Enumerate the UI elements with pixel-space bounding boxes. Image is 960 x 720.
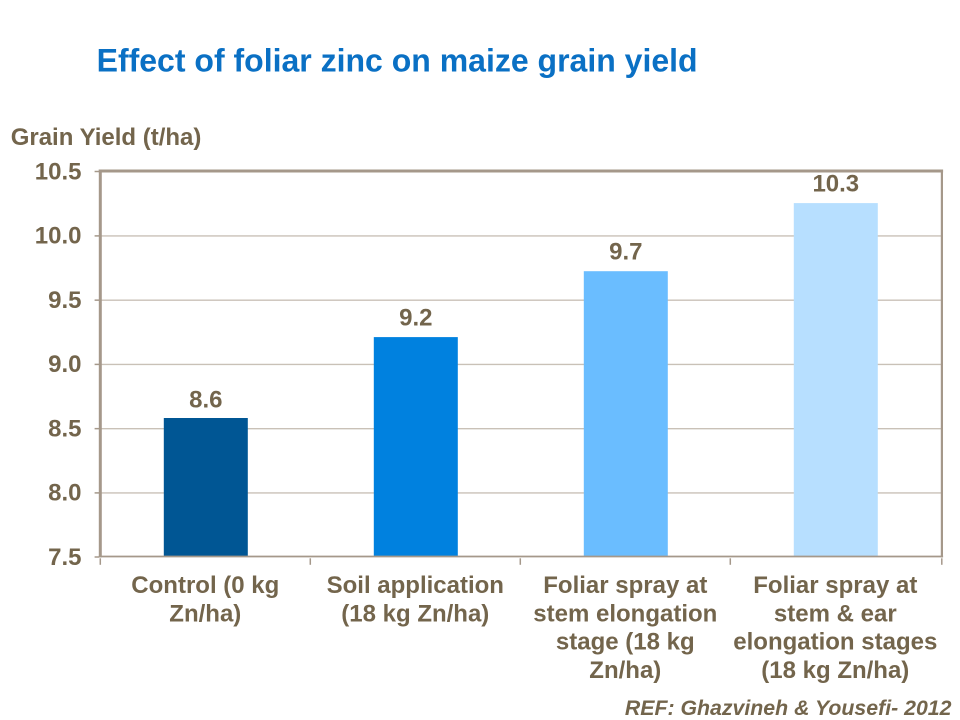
- svg-text:10.3: 10.3: [812, 171, 859, 198]
- svg-text:10.5: 10.5: [35, 158, 82, 185]
- svg-text:Effect of foliar zinc on maize: Effect of foliar zinc on maize grain yie…: [97, 42, 698, 78]
- svg-text:9.0: 9.0: [48, 351, 81, 378]
- svg-text:8.6: 8.6: [189, 386, 222, 413]
- svg-text:REF: Ghazvineh & Yousefi- 2012: REF: Ghazvineh & Yousefi- 2012: [625, 696, 952, 720]
- svg-text:9.5: 9.5: [48, 287, 81, 314]
- svg-text:9.2: 9.2: [399, 305, 432, 332]
- svg-text:10.0: 10.0: [35, 223, 82, 250]
- svg-text:Grain Yield (t/ha): Grain Yield (t/ha): [11, 124, 202, 151]
- svg-text:Soil application(18 kg Zn/ha): Soil application (18 kg Zn/ha): [327, 572, 504, 627]
- svg-text:7.5: 7.5: [48, 544, 81, 571]
- svg-text:9.7: 9.7: [609, 239, 642, 266]
- svg-text:8.5: 8.5: [48, 415, 81, 442]
- svg-text:8.0: 8.0: [48, 480, 81, 507]
